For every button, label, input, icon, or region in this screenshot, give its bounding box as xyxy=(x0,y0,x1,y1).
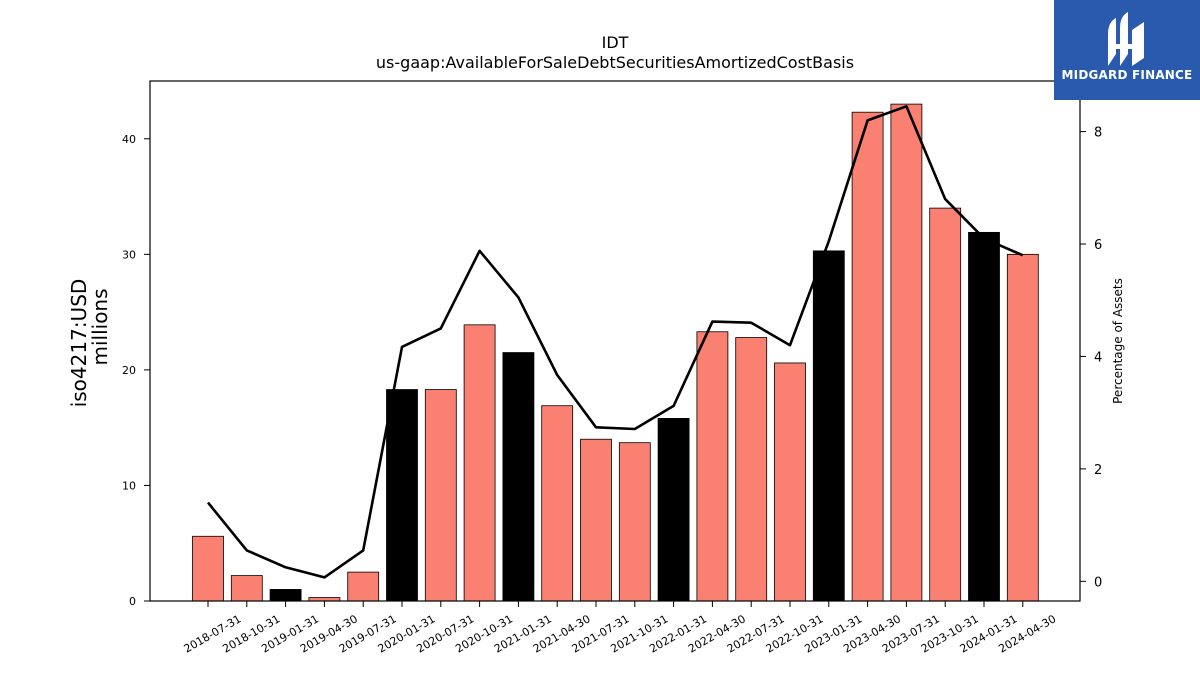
brand-logo: MIDGARD FINANCE xyxy=(1054,0,1200,100)
y-tick-label: 40 xyxy=(122,133,136,146)
bar-2022-01-31 xyxy=(657,418,690,602)
bar-2024-01-31 xyxy=(968,231,1000,602)
y-axis-right: 0 2 4 6 8 xyxy=(1080,126,1102,590)
bar-2021-01-31 xyxy=(502,352,535,602)
y-tick-label: 0 xyxy=(129,595,136,608)
bar-2020-07-31 xyxy=(424,389,457,602)
y-axis-left: 0 10 20 30 40 xyxy=(122,133,150,608)
stylized-m-logo-icon xyxy=(1108,12,1144,66)
bar-2022-10-31 xyxy=(774,362,806,602)
chart-title: IDT xyxy=(602,33,629,52)
y-axis-label-line2: millions xyxy=(88,288,112,365)
bar-2018-10-31 xyxy=(230,575,263,602)
y2-axis-label: Percentage of Assets xyxy=(1111,278,1125,404)
percent-line-series xyxy=(206,105,1024,579)
bar-2020-10-31 xyxy=(463,324,496,602)
y-axis-label-line1: iso4217:USD xyxy=(67,279,91,408)
bar-2018-07-31 xyxy=(192,535,224,602)
bar-2021-07-31 xyxy=(580,438,612,602)
y-tick-label: 10 xyxy=(122,479,136,492)
bar-2023-01-31 xyxy=(812,250,845,602)
y2-tick-label: 4 xyxy=(1094,350,1102,365)
bar-series xyxy=(192,103,1039,602)
bar-2024-04-30 xyxy=(1006,253,1039,602)
bar-2019-07-31 xyxy=(347,571,380,602)
x-axis: 2018-07-312018-10-312019-01-312019-04-30… xyxy=(182,601,1058,656)
y2-tick-label: 2 xyxy=(1094,463,1102,478)
brand-name: MIDGARD FINANCE xyxy=(1061,68,1193,82)
y-tick-label: 30 xyxy=(122,248,136,261)
percent-of-assets-line xyxy=(206,105,1024,579)
plot-frame xyxy=(149,80,1081,602)
bar-2023-07-31 xyxy=(890,103,923,602)
chart-subtitle: us-gaap:AvailableForSaleDebtSecuritiesAm… xyxy=(376,53,854,72)
bar-2021-04-30 xyxy=(541,405,574,602)
y2-tick-label: 6 xyxy=(1094,238,1102,253)
bar-2020-01-31 xyxy=(386,389,418,602)
bar-2019-01-31 xyxy=(269,589,302,602)
bar-2022-04-30 xyxy=(696,331,729,602)
bar-2021-10-31 xyxy=(618,442,651,602)
bar-2022-07-31 xyxy=(735,337,768,602)
bar-2023-10-31 xyxy=(929,207,962,602)
y-tick-label: 20 xyxy=(122,364,136,377)
y2-tick-label: 0 xyxy=(1094,575,1102,590)
y2-tick-label: 8 xyxy=(1094,126,1102,141)
bar-2023-04-30 xyxy=(851,111,884,602)
